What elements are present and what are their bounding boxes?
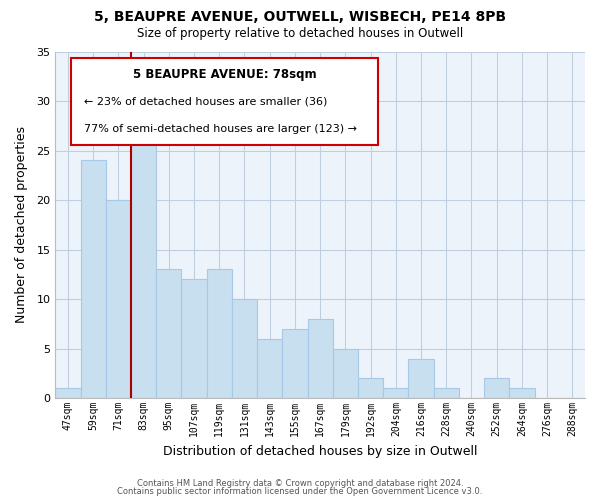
- Bar: [106, 200, 131, 398]
- Bar: [181, 280, 206, 398]
- Bar: [509, 388, 535, 398]
- Bar: [383, 388, 409, 398]
- Bar: [434, 388, 459, 398]
- FancyBboxPatch shape: [71, 58, 379, 145]
- Text: Contains public sector information licensed under the Open Government Licence v3: Contains public sector information licen…: [118, 487, 482, 496]
- Bar: [257, 338, 283, 398]
- Bar: [206, 270, 232, 398]
- Text: Contains HM Land Registry data © Crown copyright and database right 2024.: Contains HM Land Registry data © Crown c…: [137, 478, 463, 488]
- Bar: [283, 329, 308, 398]
- Text: 77% of semi-detached houses are larger (123) →: 77% of semi-detached houses are larger (…: [85, 124, 358, 134]
- Text: Size of property relative to detached houses in Outwell: Size of property relative to detached ho…: [137, 28, 463, 40]
- Bar: [308, 319, 333, 398]
- Text: ← 23% of detached houses are smaller (36): ← 23% of detached houses are smaller (36…: [85, 97, 328, 107]
- Bar: [232, 299, 257, 398]
- Bar: [333, 348, 358, 398]
- Bar: [80, 160, 106, 398]
- Bar: [131, 111, 156, 398]
- Bar: [55, 388, 80, 398]
- Bar: [156, 270, 181, 398]
- Text: 5, BEAUPRE AVENUE, OUTWELL, WISBECH, PE14 8PB: 5, BEAUPRE AVENUE, OUTWELL, WISBECH, PE1…: [94, 10, 506, 24]
- Bar: [484, 378, 509, 398]
- Bar: [409, 358, 434, 398]
- Y-axis label: Number of detached properties: Number of detached properties: [15, 126, 28, 324]
- Bar: [358, 378, 383, 398]
- X-axis label: Distribution of detached houses by size in Outwell: Distribution of detached houses by size …: [163, 444, 478, 458]
- Text: 5 BEAUPRE AVENUE: 78sqm: 5 BEAUPRE AVENUE: 78sqm: [133, 68, 317, 80]
